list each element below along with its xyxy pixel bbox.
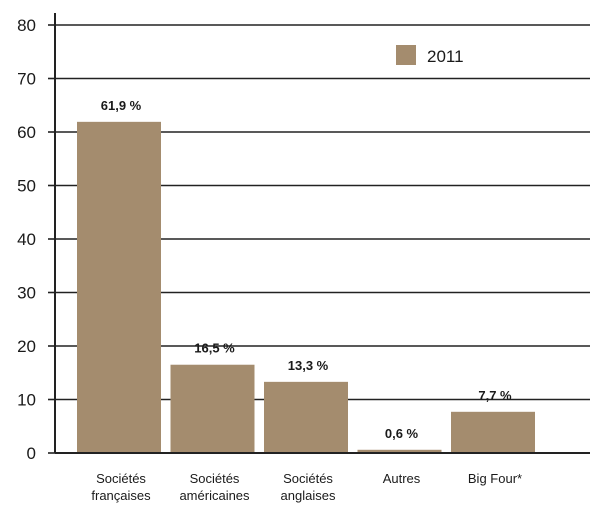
- y-tick-label: 30: [17, 284, 36, 303]
- bar: [77, 121, 161, 454]
- data-label: 0,6 %: [385, 426, 419, 441]
- y-tick-label: 80: [17, 16, 36, 35]
- y-tick-label: 0: [27, 444, 36, 463]
- bar: [357, 449, 442, 453]
- y-tick-label: 60: [17, 123, 36, 142]
- data-label: 13,3 %: [288, 358, 329, 373]
- data-label: 16,5 %: [194, 341, 235, 356]
- y-tick-label: 10: [17, 391, 36, 410]
- x-category-label: Autres: [383, 471, 421, 486]
- y-tick-label: 50: [17, 177, 36, 196]
- x-category-label: françaises: [91, 488, 151, 503]
- x-category-label: américaines: [179, 488, 250, 503]
- data-label: 7,7 %: [478, 388, 512, 403]
- x-category-label: Sociétés: [283, 471, 333, 486]
- y-tick-label: 20: [17, 337, 36, 356]
- x-category-label: Big Four*: [468, 471, 522, 486]
- bar: [264, 381, 348, 453]
- bar: [451, 411, 535, 453]
- bar: [170, 364, 255, 453]
- legend-label: 2011: [427, 47, 464, 66]
- legend-swatch: [396, 45, 416, 65]
- x-category-label: Sociétés: [96, 471, 146, 486]
- data-label: 61,9 %: [101, 98, 142, 113]
- x-category-label: Sociétés: [190, 471, 240, 486]
- y-tick-label: 70: [17, 70, 36, 89]
- x-category-label: anglaises: [281, 488, 336, 503]
- y-tick-label: 40: [17, 230, 36, 249]
